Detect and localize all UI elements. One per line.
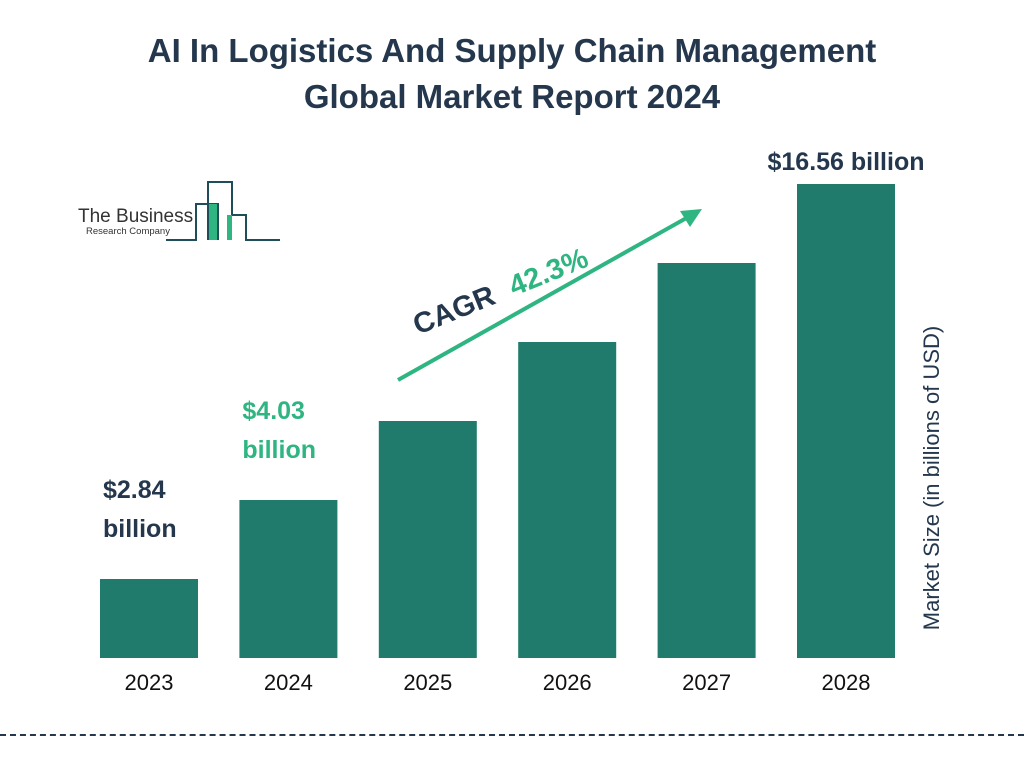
bar-2024: [239, 500, 338, 658]
title-line-2: Global Market Report 2024: [303, 78, 721, 115]
bar-2027: [657, 263, 756, 658]
bar-2025: [378, 421, 477, 658]
bar-2026: [518, 342, 617, 658]
x-tick-2026: 2026: [543, 670, 592, 695]
logo-bar-small-icon: [227, 215, 232, 240]
bar-2028: [797, 184, 895, 658]
cagr-arrow-line: [397, 214, 691, 382]
x-tick-2024: 2024: [264, 670, 313, 695]
data-label-2023: billion: [103, 515, 177, 543]
x-tick-2028: 2028: [822, 670, 871, 695]
y-axis-label: Market Size (in billions of USD): [919, 325, 944, 631]
logo-bar-icon: [209, 204, 217, 240]
divider-dashed-line: [0, 734, 1024, 736]
x-tick-2025: 2025: [403, 670, 452, 695]
chart-title: AI In Logistics And Supply Chain Managem…: [0, 28, 1024, 120]
svg-text:CAGR 42.3%: CAGR 42.3%: [409, 242, 593, 341]
data-label-2024: $4.03: [242, 397, 305, 425]
bar-2023: [100, 579, 198, 658]
data-label-2024: billion: [242, 436, 316, 464]
x-tick-2023: 2023: [125, 670, 174, 695]
logo-line-2: Research Company: [86, 226, 170, 237]
logo-line-1: The Business: [78, 206, 193, 227]
x-tick-2027: 2027: [682, 670, 731, 695]
data-label-2023: $2.84: [103, 476, 166, 504]
data-label-2028: $16.56 billion: [767, 148, 924, 176]
logo: The Business Research Company: [78, 181, 280, 241]
title-line-1: AI In Logistics And Supply Chain Managem…: [147, 32, 877, 69]
cagr-arrowhead-icon: [680, 209, 702, 227]
